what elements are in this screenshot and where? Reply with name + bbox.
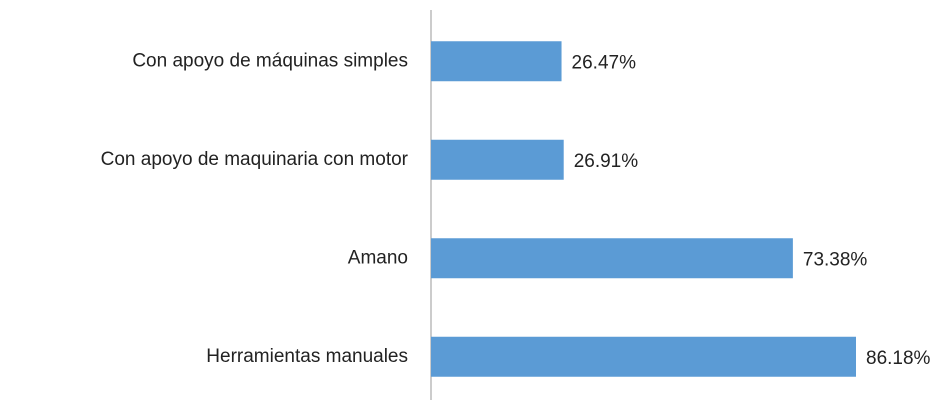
data-label: 26.91% xyxy=(574,151,639,172)
data-label: 73.38% xyxy=(803,249,868,270)
bar xyxy=(431,139,564,180)
bar xyxy=(431,238,793,279)
category-label: Amano xyxy=(348,247,408,268)
category-label: Con apoyo de maquinaria con motor xyxy=(101,149,409,170)
category-label: Herramientas manuales xyxy=(206,346,408,367)
bar xyxy=(431,336,856,377)
data-label: 86.18% xyxy=(866,348,931,369)
category-label: Con apoyo de máquinas simples xyxy=(132,50,408,71)
bar xyxy=(431,41,562,82)
data-label: 26.47% xyxy=(572,52,637,73)
